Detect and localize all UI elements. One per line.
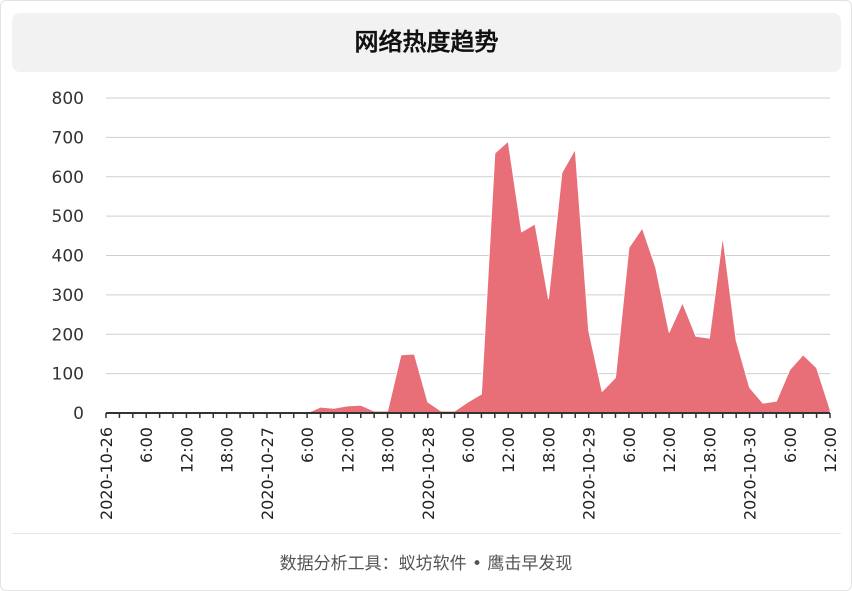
x-tick-label: 12:00 (338, 427, 357, 473)
x-tick-label: 18:00 (539, 427, 558, 473)
x-tick-label: 12:00 (177, 427, 196, 473)
x-tick-label: 12:00 (660, 427, 679, 473)
x-tick-label: 6:00 (781, 427, 800, 463)
y-tick-label: 100 (52, 365, 84, 385)
y-tick-label: 700 (52, 128, 84, 148)
x-tick-label: 12:00 (821, 427, 840, 473)
x-tick-label: 2020-10-28 (419, 427, 438, 520)
y-tick-label: 300 (52, 286, 84, 306)
x-tick-label: 2020-10-29 (580, 427, 599, 520)
x-tick-label: 6:00 (459, 427, 478, 463)
title-bar: 网络热度趋势 (12, 13, 841, 72)
footer-divider (12, 533, 841, 534)
x-tick-label: 18:00 (700, 427, 719, 473)
grid-lines (106, 97, 830, 375)
y-tick-label: 200 (52, 325, 84, 345)
series-area-path (105, 140, 831, 414)
y-tick-label: 800 (52, 89, 84, 109)
x-tick-label: 6:00 (137, 427, 156, 463)
y-tick-label: 500 (52, 207, 84, 227)
x-axis-ticks: 2020-10-26 6:00 12:00 18:00 2020-10-27 6:00 12… (97, 427, 840, 520)
x-tick-label: 2020-10-26 (97, 427, 116, 520)
x-tick-label: 18:00 (218, 427, 237, 473)
footer-credit: 数据分析工具：蚁坊软件 • 鹰击早发现 (279, 554, 573, 574)
x-axis (105, 412, 831, 418)
y-tick-label: 400 (52, 247, 84, 267)
x-tick-label: 2020-10-27 (258, 427, 277, 520)
x-tick-label: 12:00 (499, 427, 518, 473)
x-tick-label: 6:00 (298, 427, 317, 463)
x-tick-label: 2020-10-30 (741, 427, 760, 520)
x-tick-label: 18:00 (379, 427, 398, 473)
y-tick-label: 0 (73, 404, 84, 424)
x-tick-label: 6:00 (620, 427, 639, 463)
series-area (105, 140, 831, 414)
y-axis-ticks: 0 100 200 300 400 500 600 700 800 (52, 89, 84, 424)
y-tick-label: 600 (52, 168, 84, 188)
chart-title: 网络热度趋势 (354, 28, 499, 56)
